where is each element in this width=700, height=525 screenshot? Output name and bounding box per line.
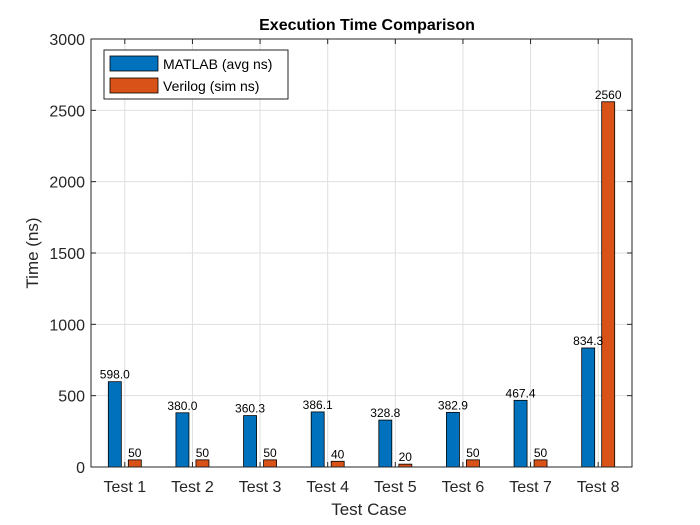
x-tick-label: Test 4	[306, 479, 349, 496]
data-label-matlab: 467.4	[506, 386, 536, 400]
x-tick-label: Test 1	[103, 479, 146, 496]
x-axis-title: Test Case	[331, 500, 407, 519]
data-label-verilog: 40	[331, 447, 345, 461]
bar-verilog	[330, 460, 345, 468]
bar-matlab	[107, 381, 122, 468]
bar-verilog	[263, 459, 277, 468]
x-tick-label: Test 6	[442, 479, 485, 496]
x-tick-label: Test 5	[374, 479, 417, 496]
x-tick-labels: Test 1 Test 2 Test 3 Test 4 Test 5 Test 6 Test…	[103, 479, 619, 496]
data-label-matlab: 598.0	[100, 368, 130, 382]
y-axis-title: Time (ns)	[23, 217, 42, 288]
bar-verilog	[466, 459, 480, 468]
y-tick-label: 2000	[49, 175, 85, 192]
y-tick-label: 1000	[49, 317, 85, 334]
bar-matlab	[175, 412, 190, 468]
data-label-matlab: 380.0	[167, 399, 197, 413]
data-label-matlab: 834.3	[573, 334, 603, 348]
legend-label-matlab: MATLAB (avg ns)	[163, 56, 272, 72]
y-tick-label: 1500	[49, 246, 85, 263]
x-tick-label: Test 7	[509, 479, 552, 496]
data-label-verilog: 50	[263, 446, 277, 460]
axis-ticks	[91, 38, 632, 468]
y-tick-label: 3000	[49, 32, 85, 49]
data-label-verilog: 2560	[595, 88, 622, 102]
y-tick-label: 2500	[49, 103, 85, 120]
data-label-verilog: 50	[128, 446, 142, 460]
y-tick-label: 0	[76, 460, 85, 477]
chart-title: Execution Time Comparison	[259, 17, 475, 34]
legend: MATLAB (avg ns) Verilog (sim ns)	[103, 49, 289, 100]
data-label-verilog: 50	[196, 446, 210, 460]
x-tick-label: Test 8	[577, 479, 620, 496]
data-label-matlab: 386.1	[303, 398, 333, 412]
x-tick-label: Test 2	[171, 479, 214, 496]
legend-label-verilog: Verilog (sim ns)	[163, 78, 259, 94]
bar-matlab	[378, 419, 393, 468]
data-label-verilog: 50	[466, 446, 480, 460]
bar-matlab	[243, 415, 257, 468]
data-labels: 598.0 380.0 360.3 386.1 328.8 382.9 467.4 834.3…	[100, 88, 622, 464]
legend-swatch-verilog	[109, 77, 159, 94]
data-label-verilog: 20	[399, 450, 413, 464]
bar-verilog	[533, 459, 548, 468]
bar-verilog	[195, 459, 210, 468]
data-label-matlab: 328.8	[370, 406, 400, 420]
bar-matlab	[446, 411, 460, 468]
bar-verilog	[601, 101, 616, 468]
bars	[107, 101, 616, 468]
data-label-matlab: 382.9	[438, 398, 468, 412]
data-label-matlab: 360.3	[235, 402, 265, 416]
data-label-verilog: 50	[534, 446, 548, 460]
bar-matlab	[581, 347, 596, 468]
bar-matlab	[513, 399, 528, 468]
bar-matlab	[310, 411, 325, 468]
y-tick-labels: 0 500 1000 1500 2000 2500 3000	[49, 32, 85, 477]
x-tick-label: Test 3	[239, 479, 282, 496]
legend-swatch-matlab	[109, 55, 159, 72]
y-tick-label: 500	[58, 389, 85, 406]
grid	[91, 39, 632, 467]
bar-verilog	[127, 459, 142, 468]
